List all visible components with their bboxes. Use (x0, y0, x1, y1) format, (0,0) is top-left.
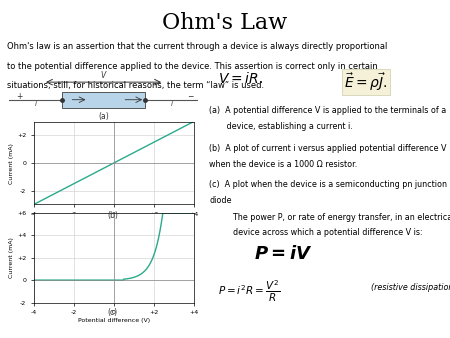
Text: (c): (c) (108, 308, 117, 317)
Text: $\boldsymbol{P = iV}$: $\boldsymbol{P = iV}$ (254, 245, 313, 263)
Text: V: V (101, 71, 106, 80)
Text: i: i (35, 101, 36, 107)
X-axis label: Potential difference (V): Potential difference (V) (77, 220, 150, 225)
Text: $P = i^2R = \dfrac{V^2}{R}$: $P = i^2R = \dfrac{V^2}{R}$ (218, 279, 280, 304)
X-axis label: Potential difference (V): Potential difference (V) (77, 318, 150, 323)
Text: The power P, or rate of energy transfer, in an electrical: The power P, or rate of energy transfer,… (223, 213, 450, 222)
Text: (b)  A plot of current i versus applied potential difference V: (b) A plot of current i versus applied p… (209, 144, 447, 153)
Text: when the device is a 1000 Ω resistor.: when the device is a 1000 Ω resistor. (209, 160, 357, 169)
Text: Ohm's Law: Ohm's Law (162, 12, 288, 34)
Text: diode: diode (209, 196, 232, 205)
Text: (a): (a) (98, 112, 109, 121)
Text: (resistive dissipation) .: (resistive dissipation) . (371, 283, 450, 292)
Text: Ohm's law is an assertion that the current through a device is always directly p: Ohm's law is an assertion that the curre… (7, 42, 387, 51)
FancyBboxPatch shape (62, 92, 145, 107)
Text: to the potential difference applied to the device. This assertion is correct onl: to the potential difference applied to t… (7, 62, 378, 71)
Text: situations; still, for historical reasons, the term “law” is used.: situations; still, for historical reason… (7, 81, 264, 91)
Text: $\vec{E} = \rho\vec{J}.$: $\vec{E} = \rho\vec{J}.$ (344, 71, 388, 93)
Text: $V = iR.$: $V = iR.$ (218, 71, 263, 86)
Text: (c)  A plot when the device is a semiconducting pn junction: (c) A plot when the device is a semicond… (209, 180, 447, 189)
Y-axis label: Current (mA): Current (mA) (9, 237, 14, 278)
Text: (a)  A potential difference V is applied to the terminals of a: (a) A potential difference V is applied … (209, 106, 446, 116)
Text: i: i (171, 101, 172, 107)
Y-axis label: Current (mA): Current (mA) (9, 143, 14, 184)
Text: +: + (17, 92, 23, 101)
Text: (b): (b) (107, 211, 118, 220)
Text: −: − (187, 92, 193, 101)
Text: device across which a potential difference V is:: device across which a potential differen… (223, 228, 423, 237)
Text: device, establishing a current i.: device, establishing a current i. (209, 122, 353, 131)
